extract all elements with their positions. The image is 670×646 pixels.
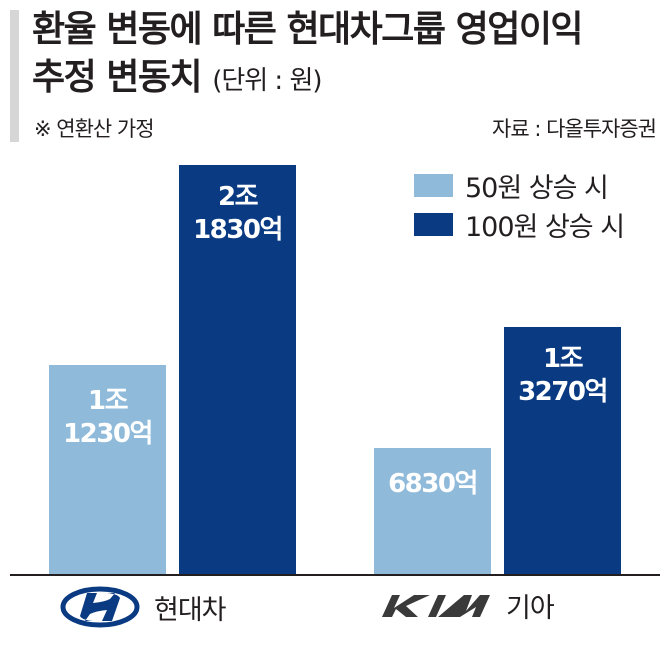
kia-logo-icon (382, 594, 490, 617)
hyundai-logo-icon (60, 586, 140, 628)
legend-label: 100원 상승 시 (465, 212, 625, 243)
chart-title-line2: 추정 변동치 (단위 : 원) (32, 56, 323, 103)
legend: 50원 상승 시 100원 상승 시 (414, 166, 625, 244)
legend-swatch-dark-blue (414, 213, 453, 236)
bar-kia-100: 1조 3270억 (504, 327, 621, 575)
bar-value-line2: 1830억 (193, 215, 283, 245)
bar-value-line2: 6830억 (388, 469, 478, 499)
legend-label: 50원 상승 시 (465, 173, 609, 204)
bar-hyundai-50: 1조 1230억 (49, 365, 166, 575)
bar-value-line1: 2조 (217, 182, 259, 212)
title-accent-bar (10, 10, 19, 142)
chart-title: 환율 변동에 따른 현대차그룹 영업이익 (32, 9, 584, 50)
chart-title-continued: 추정 변동치 (32, 57, 203, 98)
legend-swatch-light-blue (414, 174, 453, 197)
unit-label: (단위 : 원) (212, 66, 322, 96)
bar-kia-50: 6830억 (374, 448, 491, 575)
x-axis-baseline (10, 574, 660, 576)
category-label: 기아 (506, 593, 555, 624)
bar-value-line2: 1230억 (63, 419, 153, 449)
category-hyundai: 현대차 (60, 586, 227, 628)
bar-value-line2: 3270억 (518, 377, 608, 407)
legend-item-50: 50원 상승 시 (414, 166, 624, 205)
category-kia: 기아 (380, 586, 555, 625)
bar-hyundai-100: 2조 1830억 (179, 165, 296, 575)
category-label: 현대차 (154, 594, 227, 626)
annualized-note: ※ 연환산 가정 (34, 117, 155, 141)
source-label: 자료 : 다올투자증권 (492, 117, 657, 141)
bar-value-line1: 1조 (87, 386, 129, 416)
legend-item-100: 100원 상승 시 (414, 205, 625, 244)
bar-value-line1: 1조 (542, 344, 584, 374)
